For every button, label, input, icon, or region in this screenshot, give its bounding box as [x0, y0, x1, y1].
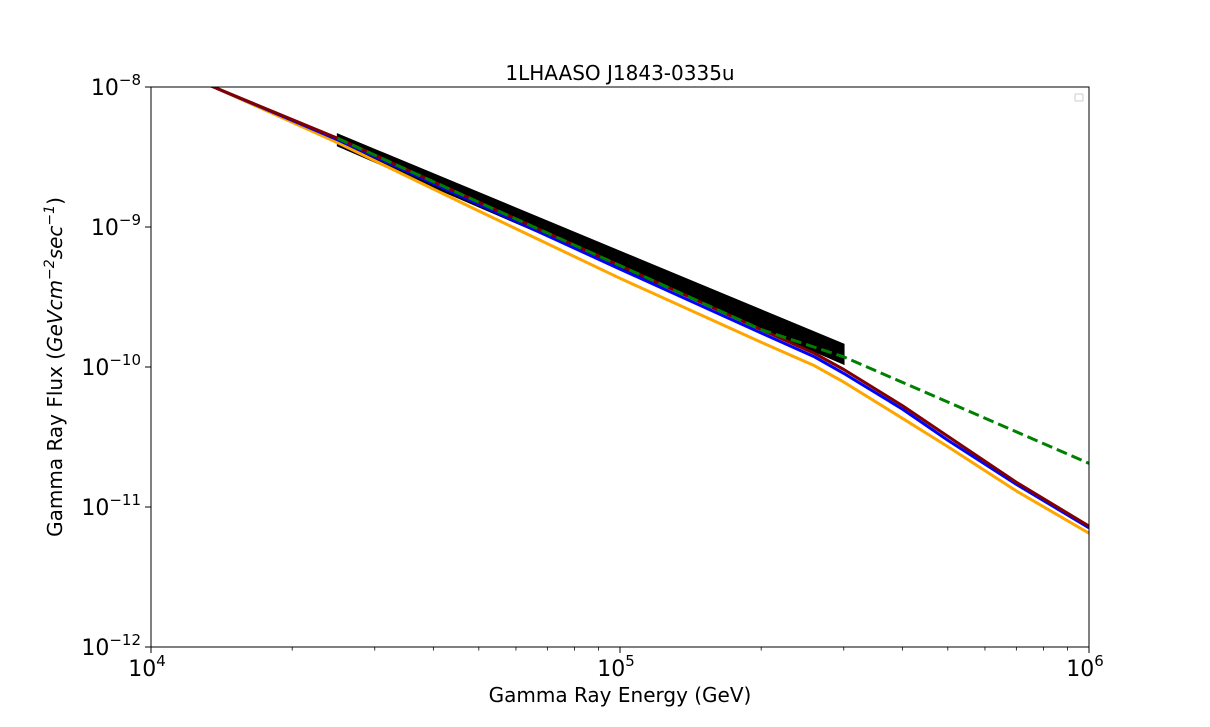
y-tick-label: 10−8 — [91, 71, 141, 101]
series-line-1 — [209, 87, 1089, 535]
series-line-4 — [336, 136, 1089, 465]
series-line-3 — [209, 87, 1089, 528]
axis-layer: 104 105 106 10−12 10−11 10−10 10−9 10−8 — [81, 71, 1103, 682]
y-tick-label: 10−10 — [81, 351, 141, 381]
series-line-2 — [209, 87, 1089, 530]
legend-box — [1074, 93, 1084, 102]
y-tick-label: 10−11 — [81, 491, 141, 521]
x-tick-label: 106 — [1066, 652, 1104, 682]
y-tick-label: 10−12 — [81, 631, 141, 661]
x-tick-label: 105 — [597, 652, 635, 682]
x-axis-label: Gamma Ray Energy (GeV) — [489, 683, 752, 707]
uncertainty-band — [336, 133, 845, 366]
y-tick-label: 10−9 — [91, 211, 141, 241]
series-layer — [209, 87, 1089, 535]
chart-title: 1LHAASO J1843-0335u — [505, 61, 734, 85]
x-tick-label: 104 — [128, 652, 166, 682]
plot-frame — [150, 86, 1090, 648]
y-axis-label: Gamma Ray Flux (GeVcm−2sec−1) — [42, 197, 67, 537]
